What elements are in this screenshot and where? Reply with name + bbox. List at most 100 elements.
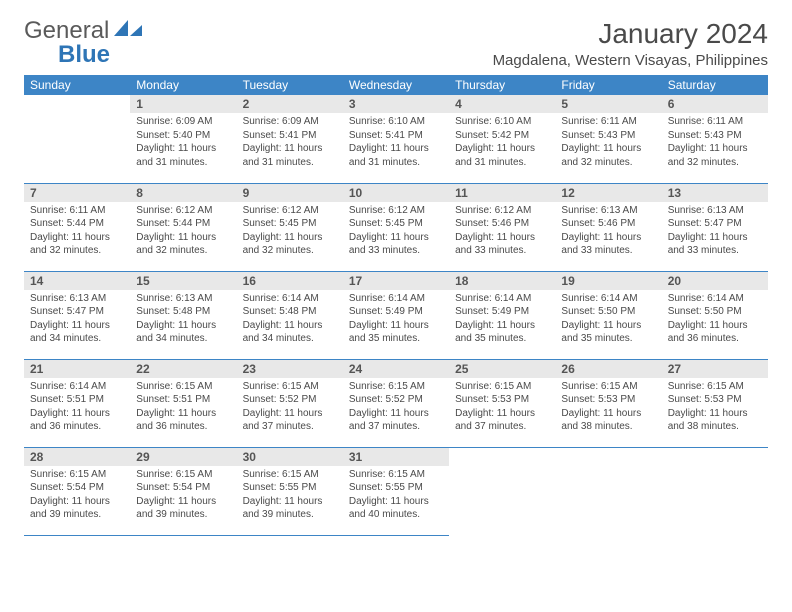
day-cell: 6Sunrise: 6:11 AMSunset: 5:43 PMDaylight… bbox=[662, 95, 768, 183]
day-cell: 13Sunrise: 6:13 AMSunset: 5:47 PMDayligh… bbox=[662, 183, 768, 271]
day-number: 18 bbox=[449, 272, 555, 290]
day-cell: 4Sunrise: 6:10 AMSunset: 5:42 PMDaylight… bbox=[449, 95, 555, 183]
day-cell: 7Sunrise: 6:11 AMSunset: 5:44 PMDaylight… bbox=[24, 183, 130, 271]
day-number: 20 bbox=[662, 272, 768, 290]
logo: General Blue bbox=[24, 18, 142, 67]
day-cell: 29Sunrise: 6:15 AMSunset: 5:54 PMDayligh… bbox=[130, 447, 236, 535]
header: General Blue January 2024 Magdalena, Wes… bbox=[24, 18, 768, 69]
day-details: Sunrise: 6:10 AMSunset: 5:42 PMDaylight:… bbox=[449, 113, 555, 173]
week-row: .1Sunrise: 6:09 AMSunset: 5:40 PMDayligh… bbox=[24, 95, 768, 183]
day-number: 26 bbox=[555, 360, 661, 378]
day-number: 29 bbox=[130, 448, 236, 466]
day-number: 19 bbox=[555, 272, 661, 290]
day-number: 1 bbox=[130, 95, 236, 113]
day-details: Sunrise: 6:12 AMSunset: 5:45 PMDaylight:… bbox=[343, 202, 449, 262]
col-fri: Friday bbox=[555, 75, 661, 95]
day-number: 14 bbox=[24, 272, 130, 290]
logo-word1: General bbox=[24, 17, 109, 44]
day-details: Sunrise: 6:12 AMSunset: 5:46 PMDaylight:… bbox=[449, 202, 555, 262]
day-cell: 9Sunrise: 6:12 AMSunset: 5:45 PMDaylight… bbox=[237, 183, 343, 271]
day-details: Sunrise: 6:15 AMSunset: 5:51 PMDaylight:… bbox=[130, 378, 236, 438]
day-cell: 18Sunrise: 6:14 AMSunset: 5:49 PMDayligh… bbox=[449, 271, 555, 359]
day-number: 7 bbox=[24, 184, 130, 202]
day-cell: 25Sunrise: 6:15 AMSunset: 5:53 PMDayligh… bbox=[449, 359, 555, 447]
day-number: 23 bbox=[237, 360, 343, 378]
day-details: Sunrise: 6:15 AMSunset: 5:54 PMDaylight:… bbox=[130, 466, 236, 526]
col-tue: Tuesday bbox=[237, 75, 343, 95]
day-cell: 2Sunrise: 6:09 AMSunset: 5:41 PMDaylight… bbox=[237, 95, 343, 183]
location: Magdalena, Western Visayas, Philippines bbox=[493, 52, 768, 69]
day-details: Sunrise: 6:15 AMSunset: 5:53 PMDaylight:… bbox=[662, 378, 768, 438]
day-cell: 21Sunrise: 6:14 AMSunset: 5:51 PMDayligh… bbox=[24, 359, 130, 447]
day-number: 6 bbox=[662, 95, 768, 113]
day-number: 3 bbox=[343, 95, 449, 113]
logo-word2: Blue bbox=[58, 41, 110, 68]
day-details: Sunrise: 6:14 AMSunset: 5:50 PMDaylight:… bbox=[555, 290, 661, 350]
day-number: 31 bbox=[343, 448, 449, 466]
day-details: Sunrise: 6:12 AMSunset: 5:45 PMDaylight:… bbox=[237, 202, 343, 262]
week-row: 28Sunrise: 6:15 AMSunset: 5:54 PMDayligh… bbox=[24, 447, 768, 535]
day-cell: 17Sunrise: 6:14 AMSunset: 5:49 PMDayligh… bbox=[343, 271, 449, 359]
day-number: 16 bbox=[237, 272, 343, 290]
day-number: 22 bbox=[130, 360, 236, 378]
day-number: 15 bbox=[130, 272, 236, 290]
day-cell: 23Sunrise: 6:15 AMSunset: 5:52 PMDayligh… bbox=[237, 359, 343, 447]
day-details: Sunrise: 6:15 AMSunset: 5:55 PMDaylight:… bbox=[237, 466, 343, 526]
day-cell: 1Sunrise: 6:09 AMSunset: 5:40 PMDaylight… bbox=[130, 95, 236, 183]
calendar-body: .1Sunrise: 6:09 AMSunset: 5:40 PMDayligh… bbox=[24, 95, 768, 535]
day-cell: 15Sunrise: 6:13 AMSunset: 5:48 PMDayligh… bbox=[130, 271, 236, 359]
day-cell: 8Sunrise: 6:12 AMSunset: 5:44 PMDaylight… bbox=[130, 183, 236, 271]
day-cell bbox=[449, 447, 555, 535]
day-number: 2 bbox=[237, 95, 343, 113]
day-details: Sunrise: 6:11 AMSunset: 5:43 PMDaylight:… bbox=[662, 113, 768, 173]
day-cell bbox=[662, 447, 768, 535]
day-number: 21 bbox=[24, 360, 130, 378]
day-number: 30 bbox=[237, 448, 343, 466]
week-row: 21Sunrise: 6:14 AMSunset: 5:51 PMDayligh… bbox=[24, 359, 768, 447]
day-cell: 20Sunrise: 6:14 AMSunset: 5:50 PMDayligh… bbox=[662, 271, 768, 359]
col-wed: Wednesday bbox=[343, 75, 449, 95]
day-number: 11 bbox=[449, 184, 555, 202]
col-sat: Saturday bbox=[662, 75, 768, 95]
day-number: 8 bbox=[130, 184, 236, 202]
day-details: Sunrise: 6:15 AMSunset: 5:55 PMDaylight:… bbox=[343, 466, 449, 526]
day-number: 24 bbox=[343, 360, 449, 378]
day-number: 9 bbox=[237, 184, 343, 202]
day-details: Sunrise: 6:15 AMSunset: 5:53 PMDaylight:… bbox=[555, 378, 661, 438]
day-cell: 30Sunrise: 6:15 AMSunset: 5:55 PMDayligh… bbox=[237, 447, 343, 535]
day-details: Sunrise: 6:15 AMSunset: 5:52 PMDaylight:… bbox=[343, 378, 449, 438]
day-details: Sunrise: 6:14 AMSunset: 5:50 PMDaylight:… bbox=[662, 290, 768, 350]
day-number: 25 bbox=[449, 360, 555, 378]
day-details: Sunrise: 6:14 AMSunset: 5:48 PMDaylight:… bbox=[237, 290, 343, 350]
day-details: Sunrise: 6:11 AMSunset: 5:44 PMDaylight:… bbox=[24, 202, 130, 262]
day-number: 17 bbox=[343, 272, 449, 290]
day-number: 4 bbox=[449, 95, 555, 113]
day-cell: 12Sunrise: 6:13 AMSunset: 5:46 PMDayligh… bbox=[555, 183, 661, 271]
day-cell bbox=[555, 447, 661, 535]
day-cell: 24Sunrise: 6:15 AMSunset: 5:52 PMDayligh… bbox=[343, 359, 449, 447]
title-block: January 2024 Magdalena, Western Visayas,… bbox=[493, 18, 768, 69]
day-header-row: Sunday Monday Tuesday Wednesday Thursday… bbox=[24, 75, 768, 95]
month-title: January 2024 bbox=[493, 18, 768, 50]
day-number: 5 bbox=[555, 95, 661, 113]
day-details: Sunrise: 6:09 AMSunset: 5:40 PMDaylight:… bbox=[130, 113, 236, 173]
day-details: Sunrise: 6:15 AMSunset: 5:54 PMDaylight:… bbox=[24, 466, 130, 526]
day-details: Sunrise: 6:13 AMSunset: 5:47 PMDaylight:… bbox=[24, 290, 130, 350]
day-cell: 28Sunrise: 6:15 AMSunset: 5:54 PMDayligh… bbox=[24, 447, 130, 535]
day-cell: 11Sunrise: 6:12 AMSunset: 5:46 PMDayligh… bbox=[449, 183, 555, 271]
col-sun: Sunday bbox=[24, 75, 130, 95]
day-details: Sunrise: 6:14 AMSunset: 5:49 PMDaylight:… bbox=[343, 290, 449, 350]
day-number: 13 bbox=[662, 184, 768, 202]
day-number: 12 bbox=[555, 184, 661, 202]
day-details: Sunrise: 6:13 AMSunset: 5:46 PMDaylight:… bbox=[555, 202, 661, 262]
week-row: 14Sunrise: 6:13 AMSunset: 5:47 PMDayligh… bbox=[24, 271, 768, 359]
day-details: Sunrise: 6:12 AMSunset: 5:44 PMDaylight:… bbox=[130, 202, 236, 262]
day-details: Sunrise: 6:15 AMSunset: 5:52 PMDaylight:… bbox=[237, 378, 343, 438]
calendar-table: Sunday Monday Tuesday Wednesday Thursday… bbox=[24, 75, 768, 536]
sail-icon bbox=[114, 18, 142, 38]
day-cell: . bbox=[24, 95, 130, 183]
day-details: Sunrise: 6:11 AMSunset: 5:43 PMDaylight:… bbox=[555, 113, 661, 173]
day-details: Sunrise: 6:09 AMSunset: 5:41 PMDaylight:… bbox=[237, 113, 343, 173]
day-number: 10 bbox=[343, 184, 449, 202]
day-cell: 5Sunrise: 6:11 AMSunset: 5:43 PMDaylight… bbox=[555, 95, 661, 183]
